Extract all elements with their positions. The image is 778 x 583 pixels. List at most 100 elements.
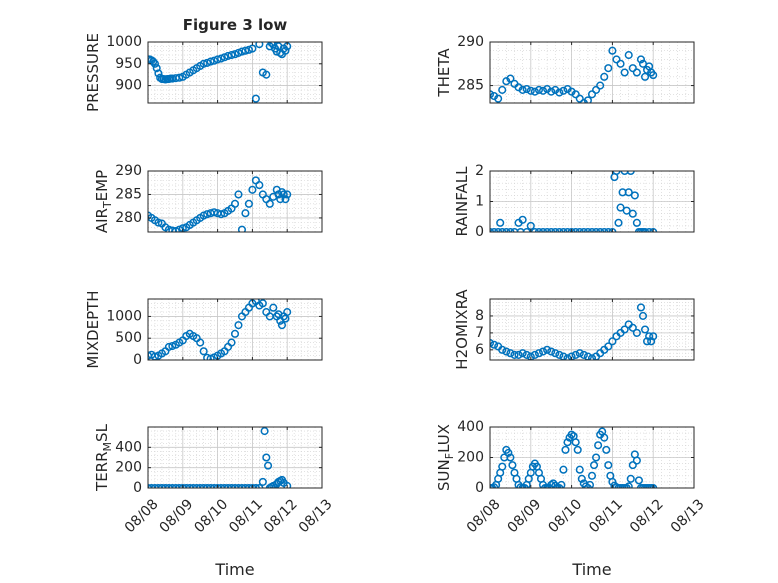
minor-grid [489,298,695,361]
x-tick-label: 08/08 [464,496,504,536]
data-point [575,349,584,358]
data-points [148,42,292,103]
data-point [270,483,280,488]
y-axis-label: AIRTEMP [93,170,114,233]
data-point [518,349,527,358]
data-point [234,321,243,330]
data-point [518,85,527,94]
x-tick-label: 08/09 [505,496,545,536]
data-point [281,195,290,204]
data-point [624,482,633,488]
data-point [649,71,658,80]
data-point [602,445,611,454]
data-point [563,438,572,447]
data-point [148,483,156,488]
data-point [575,465,584,474]
data-point [223,483,233,488]
axes-box [147,426,323,489]
data-point [283,481,292,488]
data-point [604,64,613,73]
data-point [530,87,539,96]
data-point [161,483,170,488]
y-tick-label: 1000 [106,308,142,324]
data-point [518,215,527,224]
data-point [230,483,240,488]
data-point [545,483,554,488]
x-tick-label: 08/11 [586,496,626,536]
x-tick-label: 08/11 [226,496,266,536]
y-axis-label: H2OMIXRA [453,289,471,370]
data-point [281,46,290,55]
data-point [258,477,267,486]
data-point [555,88,564,97]
data-point [251,483,260,488]
data-point [587,471,597,480]
data-point [283,308,292,317]
axes-box [489,298,695,361]
data-point [596,81,605,90]
data-point [230,329,240,338]
data-point [636,303,646,312]
data-point [248,483,257,488]
data-point [510,350,519,359]
axes-box [147,41,323,104]
minor-grid [147,426,323,489]
data-point [628,323,637,332]
data-point [632,68,641,77]
y-tick-label: 6 [475,342,484,358]
data-point [241,46,250,55]
data-point [559,465,568,474]
data-point [575,94,584,103]
y-tick-label: 290 [115,163,142,179]
x-axis-label: Time [214,560,254,579]
data-point [620,68,629,77]
data-point [164,342,173,351]
data-point [171,483,180,488]
data-point [549,479,558,488]
data-point [632,328,641,337]
y-axis-label: MIXDEPTH [84,290,102,368]
data-point [168,483,177,488]
data-point [206,57,215,66]
data-point [583,483,592,488]
data-point [196,483,205,488]
data-point [538,86,548,95]
data-point [547,347,556,356]
data-point [269,303,278,312]
data-point [555,483,564,488]
data-point [262,70,271,79]
data-point [594,441,603,450]
y-axis-label: THETA [435,48,453,98]
plot-area [148,171,322,232]
data-point [241,483,250,488]
data-point [213,55,222,64]
data-point [154,483,163,488]
data-point [255,483,264,488]
data-point [587,90,597,99]
data-point [557,480,566,488]
data-point [210,483,219,488]
data-point [612,55,621,64]
data-point [199,59,208,68]
data-point [258,299,267,308]
minor-grid [147,41,323,104]
data-point [622,206,631,215]
data-point [592,453,601,462]
data-point [498,345,507,354]
x-tick-label: 08/10 [545,496,585,536]
y-tick-label: 8 [475,308,484,324]
y-tick-label: 2 [475,163,484,179]
data-point [520,483,529,488]
x-tick-label: 08/08 [122,496,162,536]
data-point [283,190,292,199]
data-point [522,350,531,359]
data-point [494,94,503,103]
data-point [237,483,247,488]
data-point [624,51,633,60]
data-point [638,311,648,320]
data-point [189,483,198,488]
